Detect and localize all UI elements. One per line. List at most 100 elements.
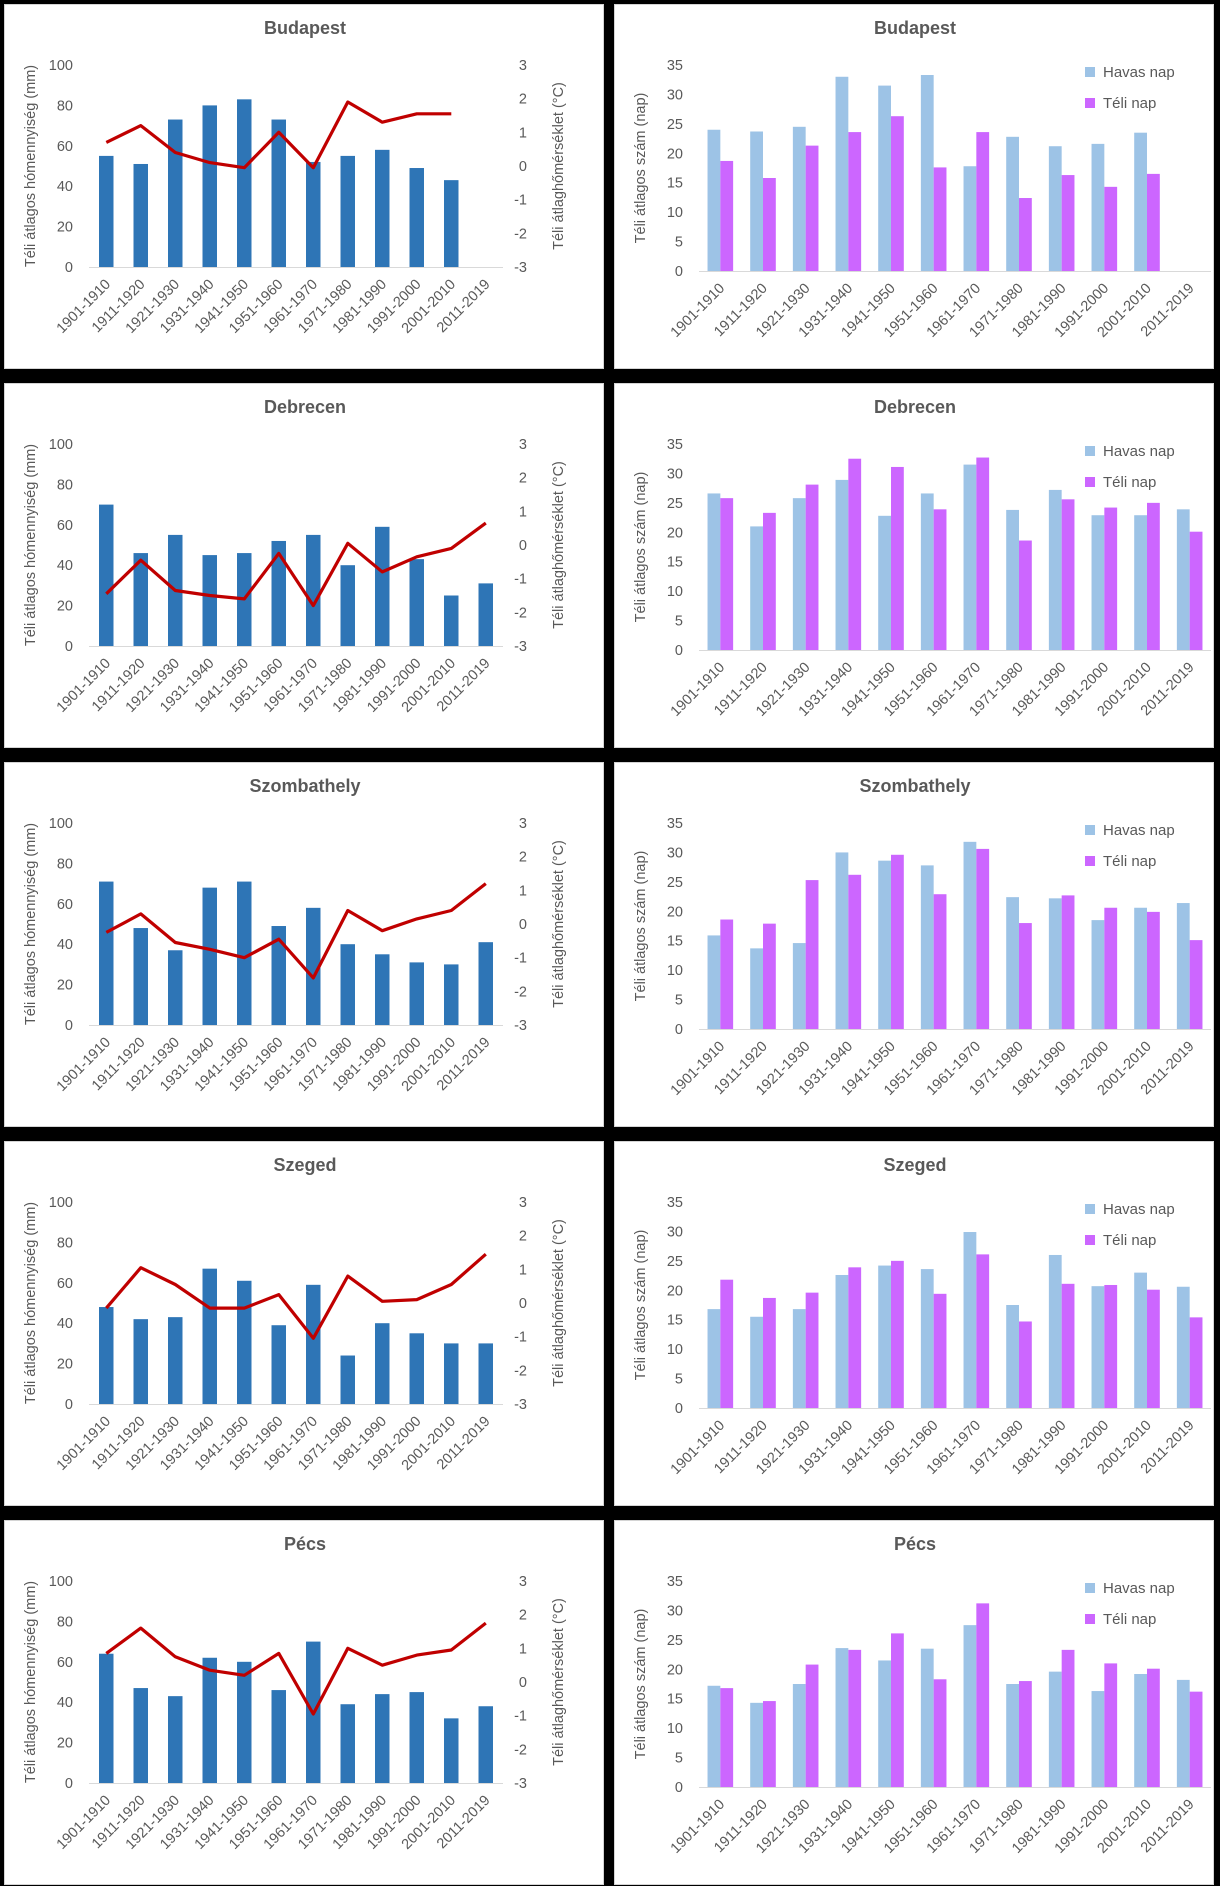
- y-axis-label: Téli átlagos hómennyiség (mm): [23, 1581, 39, 1783]
- y-tick-label: 20: [57, 599, 73, 615]
- snow-depth-bar: [340, 565, 355, 646]
- y2-tick-label: 3: [519, 437, 527, 453]
- y-tick-label: 60: [57, 897, 73, 913]
- legend: Havas nap Téli nap: [1085, 64, 1175, 112]
- snow-depth-bar: [409, 1333, 424, 1404]
- teli-nap-bar: [1061, 1283, 1075, 1408]
- havas-nap-bar: [1006, 509, 1019, 650]
- snow-depth-bar: [237, 1280, 252, 1404]
- snow-depth-bar: [237, 1661, 252, 1783]
- teli-nap-bar: [933, 509, 947, 650]
- y-tick-label: 25: [667, 1254, 683, 1270]
- y-tick-label: 80: [57, 856, 73, 872]
- havas-nap-bar: [878, 85, 891, 271]
- chart-title: Szeged: [273, 1155, 336, 1175]
- y2-axis-label: Téli átlaghőmérséklet (°C): [551, 1598, 567, 1766]
- havas-nap-bar: [835, 479, 849, 650]
- snow-depth-bar: [202, 105, 217, 268]
- snow-depth-bar: [271, 926, 286, 1025]
- legend-label: Havas nap: [1103, 1201, 1175, 1218]
- chart-title: Debrecen: [874, 397, 956, 417]
- y-tick-label: 5: [675, 614, 683, 630]
- legend-label: Téli nap: [1103, 853, 1156, 870]
- teli-nap-bar: [891, 854, 904, 1029]
- y-tick-label: 35: [667, 1195, 683, 1211]
- havas-nap-bar: [1134, 515, 1147, 650]
- y-tick-label: 15: [667, 555, 683, 571]
- teli-nap-bar: [1061, 1649, 1075, 1787]
- havas-nap-bar: [1176, 1679, 1190, 1787]
- y-tick-label: 60: [57, 1655, 73, 1671]
- y2-tick-label: 3: [519, 58, 527, 74]
- y2-axis-label: Téli átlaghőmérséklet (°C): [551, 840, 567, 1008]
- teli-nap-bar: [848, 1267, 862, 1408]
- legend-swatch: [1085, 67, 1095, 77]
- havas-nap-bar: [1176, 509, 1190, 650]
- chart-svg: Debrecen 0 5 10 15 20 25 30 35 Téli átlagos szám …: [633, 397, 1211, 720]
- teli-nap-bar: [891, 1260, 904, 1408]
- teli-nap-bar: [1189, 1317, 1203, 1408]
- havas-nap-bar: [920, 1648, 934, 1787]
- snow-depth-bar: [99, 1653, 114, 1783]
- legend-swatch: [1085, 1583, 1095, 1593]
- snow-depth-bar: [444, 1343, 459, 1404]
- teli-nap-bar: [1147, 911, 1160, 1029]
- teli-nap-bar: [805, 145, 819, 271]
- havas-nap-bar: [1176, 903, 1190, 1029]
- legend-label: Téli nap: [1103, 1611, 1156, 1628]
- teli-nap-bar: [805, 1292, 819, 1408]
- y-tick-label: 40: [57, 558, 73, 574]
- y2-tick-label: 0: [519, 1675, 527, 1691]
- y-tick-label: 10: [667, 1342, 683, 1358]
- teli-nap-bar: [976, 1254, 990, 1408]
- teli-nap-bar: [933, 1293, 947, 1408]
- chart-title: Pécs: [284, 1534, 326, 1554]
- legend-label: Téli nap: [1103, 1232, 1156, 1249]
- havas-nap-bar: [1091, 1691, 1105, 1787]
- havas-nap-bar: [920, 1269, 934, 1408]
- havas-nap-bar: [792, 126, 806, 271]
- y-tick-label: 5: [675, 993, 683, 1009]
- teli-nap-bar: [933, 894, 947, 1029]
- teli-nap-bar: [1104, 507, 1118, 650]
- snow-depth-bar: [478, 942, 493, 1025]
- y-tick-label: 35: [667, 437, 683, 453]
- y-tick-label: 20: [667, 1283, 683, 1299]
- snow-depth-bar: [375, 526, 390, 646]
- teli-nap-bar: [720, 919, 734, 1029]
- y-tick-label: 0: [675, 1780, 683, 1796]
- havas-nap-bar: [1134, 1272, 1147, 1408]
- y-tick-label: 15: [667, 176, 683, 192]
- snow-depth-bar: [133, 163, 148, 267]
- havas-nap-bar: [1006, 897, 1019, 1029]
- chart-panel-szombathely-days: Szombathely 0 5 10 15 20 25 30 35 Téli átlagos sz…: [614, 762, 1214, 1127]
- snow-depth-bar: [444, 595, 459, 646]
- y2-tick-label: -2: [514, 1742, 527, 1758]
- y2-axis-label: Téli átlaghőmérséklet (°C): [551, 461, 567, 629]
- y-axis-label: Téli átlagos hómennyiség (mm): [23, 823, 39, 1025]
- y-tick-label: 30: [667, 1603, 683, 1619]
- legend-swatch: [1085, 446, 1095, 456]
- havas-nap-bar: [920, 75, 934, 272]
- y-tick-label: 20: [667, 1662, 683, 1678]
- havas-nap-bar: [1091, 515, 1105, 650]
- snow-depth-bar: [99, 504, 114, 646]
- havas-nap-bar: [1176, 1286, 1190, 1408]
- y-tick-label: 30: [667, 87, 683, 103]
- y-tick-label: 40: [57, 1695, 73, 1711]
- y2-tick-label: 1: [519, 504, 527, 520]
- havas-nap-bar: [1134, 132, 1147, 271]
- y-axis-label: Téli átlagos hómennyiség (mm): [23, 444, 39, 646]
- y2-tick-label: 3: [519, 816, 527, 832]
- snow-depth-bar: [202, 555, 217, 646]
- y2-tick-label: -2: [514, 226, 527, 242]
- chart-svg: Szombathely 0 5 10 15 20 25 30 35 Téli átlagos sz…: [633, 776, 1211, 1099]
- y-tick-label: 100: [49, 1195, 73, 1211]
- y-tick-label: 10: [667, 205, 683, 221]
- snow-depth-bar: [271, 1325, 286, 1404]
- teli-nap-bar: [891, 116, 904, 271]
- snow-depth-bar: [340, 944, 355, 1025]
- chart-svg: Szeged 0 5 10 15 20 25 30 35 Téli átlagos szám (n…: [633, 1155, 1211, 1478]
- havas-nap-bar: [792, 498, 806, 650]
- snow-depth-bar: [168, 119, 183, 267]
